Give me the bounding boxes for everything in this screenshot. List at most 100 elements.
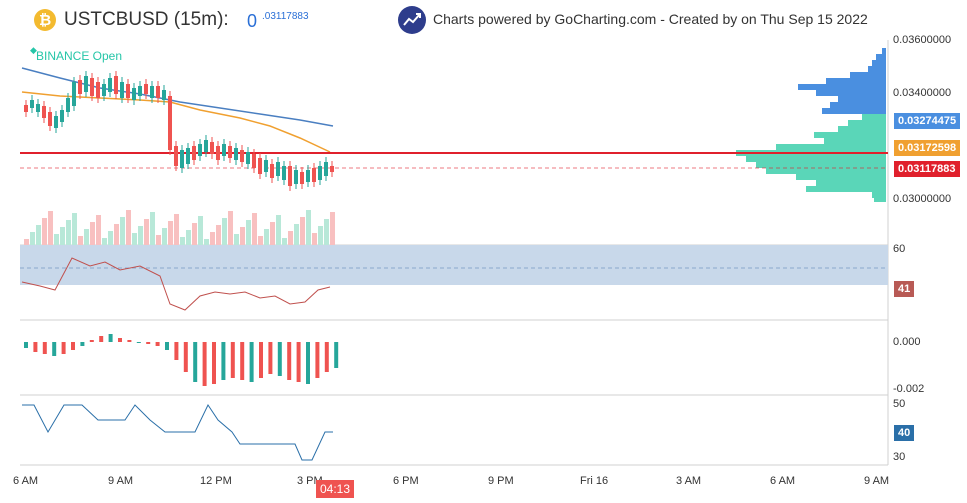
macd-histogram-bar: [155, 342, 160, 346]
volume-profile-bar: [826, 78, 886, 84]
volume-profile-bar: [822, 108, 886, 114]
volume-bar: [120, 217, 125, 245]
macd-histogram-bar: [324, 342, 329, 372]
candle-body: [252, 154, 256, 168]
candle-body: [294, 170, 298, 184]
chart-header: ₿ USTCBUSD (15m): 0 .03117883 Charts pow…: [0, 0, 967, 40]
candle-body: [210, 142, 214, 154]
osc-tick: 30: [893, 451, 906, 463]
candle-body: [276, 162, 280, 176]
macd-tick: 0.000: [893, 336, 921, 348]
macd-histogram-bar: [240, 342, 245, 380]
macd-histogram-bar: [71, 342, 75, 350]
candle-body: [48, 112, 52, 126]
macd-histogram-bar: [174, 342, 179, 360]
volume-bar: [192, 223, 197, 245]
price-tick: 0.03400000: [893, 87, 952, 99]
volume-bar: [132, 233, 137, 245]
candle-body: [240, 150, 244, 162]
volume-profile-bar: [766, 168, 886, 174]
candle-body: [30, 100, 34, 108]
candle-body: [144, 84, 148, 94]
volume-bar: [150, 212, 155, 245]
macd-histogram-bar: [334, 342, 339, 368]
symbol-label[interactable]: USTCBUSD (15m):: [64, 9, 229, 30]
volume-profile-bar: [848, 120, 886, 126]
candle-body: [264, 160, 268, 172]
credits-text[interactable]: Charts powered by GoCharting.com - Creat…: [433, 11, 868, 27]
candle-body: [306, 170, 310, 182]
volume-bar: [138, 226, 143, 245]
rsi-band: [20, 245, 888, 285]
candle-body: [42, 106, 46, 118]
volume-bar: [198, 216, 203, 245]
candle-body: [120, 82, 124, 98]
volume-profile-bar: [874, 196, 886, 202]
candle-body: [102, 84, 106, 96]
time-label: 9 AM: [108, 475, 134, 487]
candle-body: [234, 148, 238, 160]
volume-bar: [270, 222, 275, 245]
candle-countdown: 04:13: [316, 480, 355, 498]
candle-body: [108, 78, 112, 92]
volume-profile-bar: [872, 192, 886, 198]
time-label: 9 PM: [488, 475, 514, 487]
volume-profile-bar: [806, 186, 886, 192]
candle-body: [282, 166, 286, 180]
macd-histogram-bar: [249, 342, 254, 382]
candle-body: [318, 166, 322, 180]
volume-bar: [162, 228, 167, 245]
volume-profile-bar: [850, 72, 886, 78]
macd-histogram-bar: [296, 342, 301, 382]
candle-body: [192, 146, 196, 160]
volume-profile-bar: [814, 132, 886, 138]
volume-profile-bar: [868, 66, 886, 72]
volume-bar: [30, 232, 35, 245]
volume-bar: [66, 220, 71, 245]
rsi-tag: 41: [894, 281, 915, 297]
macd-histogram-bar: [52, 342, 57, 356]
macd-histogram-bar: [42, 342, 47, 354]
rsi-tick: 60: [893, 243, 906, 255]
volume-bar: [276, 215, 281, 245]
volume-bar: [84, 229, 89, 245]
candle-body: [162, 90, 166, 100]
osc-tag: 40: [894, 425, 915, 441]
candle-body: [174, 146, 178, 166]
volume-bar: [78, 236, 83, 245]
volume-profile-bar: [872, 60, 886, 66]
macd-histogram-bar: [80, 342, 85, 346]
candle-body: [138, 86, 142, 96]
volume-bar: [294, 224, 299, 245]
macd-histogram-bar: [24, 342, 28, 348]
candle-body: [114, 76, 118, 94]
volume-bar: [264, 229, 269, 245]
rsi-line: [21, 257, 331, 311]
candle-body: [150, 86, 154, 98]
price-tag-orange-ma: 0.03172598: [894, 140, 961, 156]
volume-bar: [204, 239, 209, 245]
volume-bar: [282, 238, 287, 245]
exchange-status: BINANCE Open: [36, 49, 123, 63]
volume-bar: [72, 213, 77, 245]
volume-bar: [240, 227, 245, 245]
macd-histogram-bar: [287, 342, 292, 380]
price-tag-blue-ma: 0.03274475: [894, 113, 961, 129]
volume-bar: [312, 233, 317, 245]
macd-histogram-bar: [315, 342, 320, 378]
macd-histogram-bar: [146, 342, 151, 344]
candle-body: [330, 166, 334, 172]
volume-bar: [228, 211, 233, 245]
gocharting-logo-icon[interactable]: [398, 6, 426, 34]
macd-histogram-bar: [183, 342, 188, 372]
volume-bar: [24, 239, 29, 245]
candle-body: [126, 84, 130, 98]
volume-bar: [114, 224, 119, 245]
volume-bar: [318, 226, 323, 245]
volume-bar: [330, 212, 335, 245]
volume-bar: [126, 210, 131, 245]
macd-histogram-bar: [33, 342, 38, 352]
volume-profile-bar: [830, 102, 886, 108]
macd-histogram-bar: [165, 342, 169, 350]
